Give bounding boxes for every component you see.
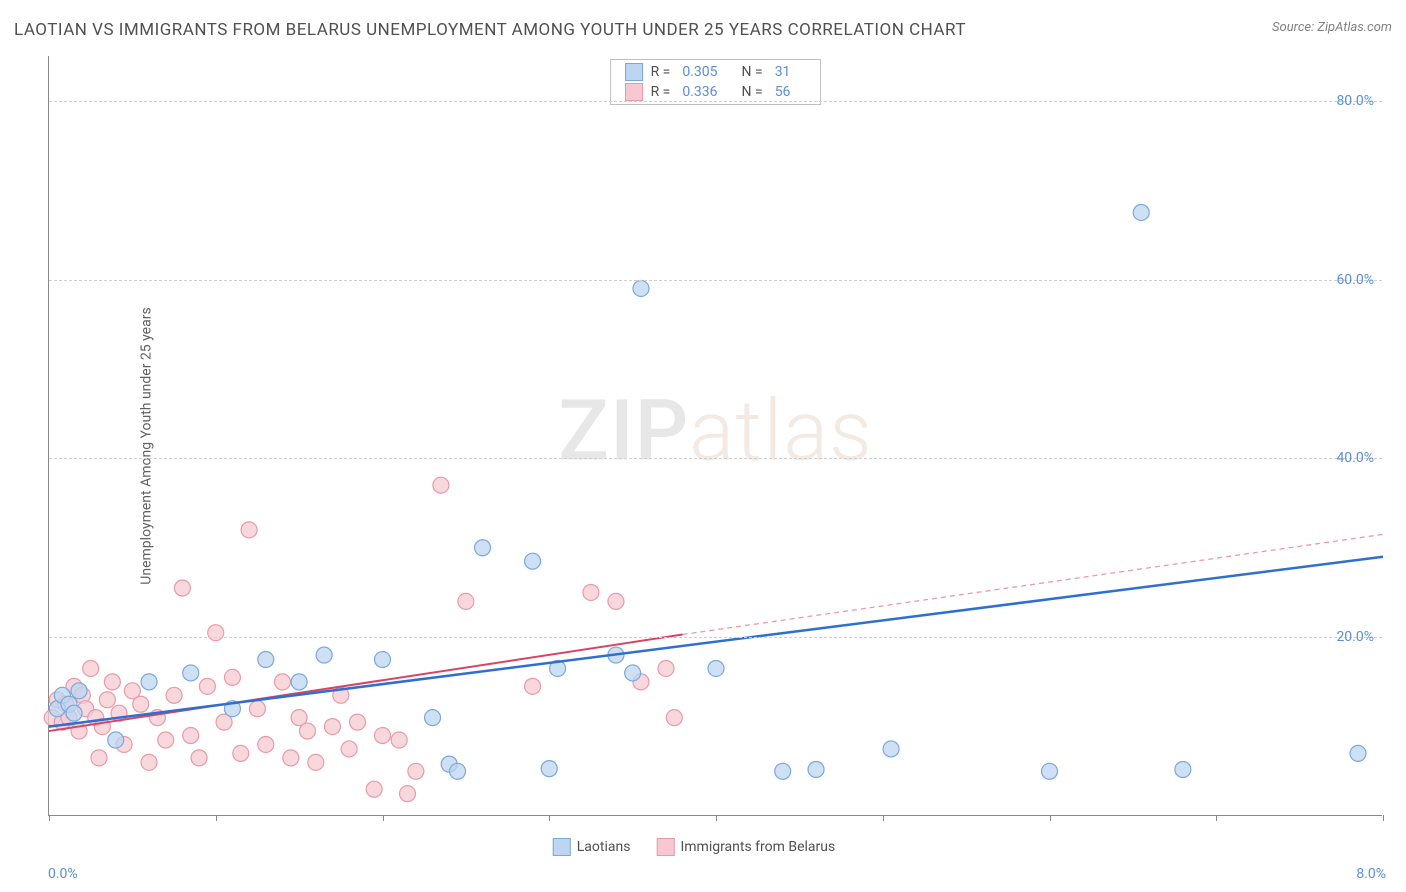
x-tick (383, 815, 384, 821)
data-point (71, 683, 87, 699)
data-point (625, 665, 641, 681)
trend-line (683, 534, 1383, 634)
data-point (183, 728, 199, 744)
x-axis-max-label: 8.0% (1356, 866, 1386, 882)
series-legend: Laotians Immigrants from Belarus (553, 838, 854, 856)
data-point (666, 710, 682, 726)
data-point (425, 710, 441, 726)
data-point (458, 593, 474, 609)
scatter-svg (49, 56, 1382, 815)
data-point (1042, 763, 1058, 779)
x-tick (1216, 815, 1217, 821)
data-point (224, 669, 240, 685)
data-point (316, 647, 332, 663)
y-tick-label: 80.0% (1336, 93, 1374, 109)
data-point (141, 674, 157, 690)
x-tick (716, 815, 717, 821)
data-point (433, 477, 449, 493)
legend-label-laotians: Laotians (577, 839, 631, 855)
data-point (158, 732, 174, 748)
x-tick (549, 815, 550, 821)
data-point (1350, 745, 1366, 761)
data-point (583, 584, 599, 600)
data-point (233, 745, 249, 761)
data-point (66, 705, 82, 721)
gridline (49, 637, 1382, 638)
gridline (49, 101, 1382, 102)
data-point (308, 754, 324, 770)
x-tick (49, 815, 50, 821)
data-point (408, 763, 424, 779)
data-point (341, 741, 357, 757)
data-point (258, 736, 274, 752)
data-point (525, 678, 541, 694)
data-point (291, 674, 307, 690)
legend-item-belarus: Immigrants from Belarus (656, 838, 835, 856)
data-point (141, 754, 157, 770)
x-tick (1383, 815, 1384, 821)
data-point (324, 719, 340, 735)
data-point (166, 687, 182, 703)
data-point (133, 696, 149, 712)
data-point (258, 652, 274, 668)
data-point (349, 714, 365, 730)
data-point (375, 652, 391, 668)
swatch-belarus-icon (656, 838, 674, 856)
data-point (883, 741, 899, 757)
data-point (249, 701, 265, 717)
chart-title: LAOTIAN VS IMMIGRANTS FROM BELARUS UNEMP… (14, 20, 966, 40)
data-point (475, 540, 491, 556)
x-tick (1050, 815, 1051, 821)
data-point (375, 728, 391, 744)
data-point (83, 660, 99, 676)
data-point (775, 763, 791, 779)
y-tick-label: 20.0% (1336, 629, 1374, 645)
x-tick (883, 815, 884, 821)
data-point (91, 750, 107, 766)
data-point (99, 692, 115, 708)
y-tick-label: 60.0% (1336, 272, 1374, 288)
data-point (708, 660, 724, 676)
chart-container: LAOTIAN VS IMMIGRANTS FROM BELARUS UNEMP… (0, 0, 1406, 892)
data-point (608, 593, 624, 609)
header-bar: LAOTIAN VS IMMIGRANTS FROM BELARUS UNEMP… (14, 20, 1392, 40)
legend-item-laotians: Laotians (553, 838, 631, 856)
x-axis-min-label: 0.0% (48, 866, 78, 882)
data-point (283, 750, 299, 766)
source-label: Source: ZipAtlas.com (1272, 20, 1392, 35)
data-point (525, 553, 541, 569)
data-point (199, 678, 215, 694)
data-point (541, 761, 557, 777)
data-point (808, 762, 824, 778)
data-point (450, 763, 466, 779)
swatch-laotians-icon (553, 838, 571, 856)
trend-line (49, 557, 1383, 727)
x-tick (216, 815, 217, 821)
data-point (1175, 762, 1191, 778)
data-point (274, 674, 290, 690)
legend-label-belarus: Immigrants from Belarus (680, 839, 835, 855)
plot-area: ZIPatlas R = 0.305 N = 31 R = 0.336 N = … (48, 56, 1382, 816)
y-tick-label: 40.0% (1336, 450, 1374, 466)
data-point (633, 280, 649, 296)
data-point (1133, 204, 1149, 220)
data-point (391, 732, 407, 748)
data-point (658, 660, 674, 676)
data-point (241, 522, 257, 538)
data-point (400, 786, 416, 802)
data-point (108, 732, 124, 748)
data-point (174, 580, 190, 596)
data-point (366, 781, 382, 797)
data-point (208, 625, 224, 641)
gridline (49, 458, 1382, 459)
data-point (191, 750, 207, 766)
data-point (299, 723, 315, 739)
gridline (49, 280, 1382, 281)
data-point (183, 665, 199, 681)
data-point (104, 674, 120, 690)
